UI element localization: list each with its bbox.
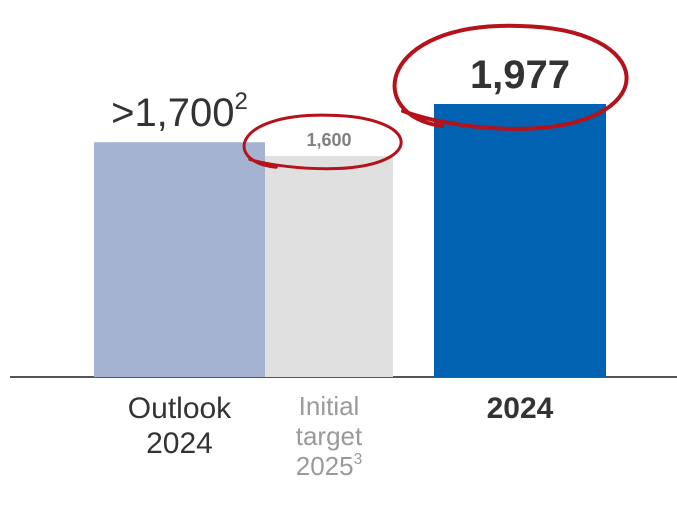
x-tick-label-text: 2024 [486, 392, 554, 425]
bar [265, 156, 393, 377]
footnote-mark: 3 [353, 450, 363, 468]
x-tick-label-text: Initial target 2025 [295, 391, 363, 481]
bar [94, 142, 265, 377]
value-label-text: >1,700 [111, 91, 235, 136]
x-tick-label: 2024 [445, 392, 595, 427]
highlight-ellipse [242, 113, 403, 171]
x-tick-label: Initial target 20253 [279, 391, 379, 482]
bar [434, 104, 606, 377]
x-tick-label: Outlook 2024 [105, 392, 255, 461]
value-label: 1,600 [225, 130, 433, 151]
highlight-ellipse [392, 23, 629, 131]
value-label: 1,977 [394, 52, 646, 98]
footnote-mark: 2 [234, 88, 248, 116]
x-tick-label-text: Outlook 2024 [127, 392, 232, 460]
value-label-text: 1,600 [306, 130, 352, 151]
value-label-text: 1,977 [469, 53, 571, 97]
value-label: >1,7002 [54, 90, 305, 136]
